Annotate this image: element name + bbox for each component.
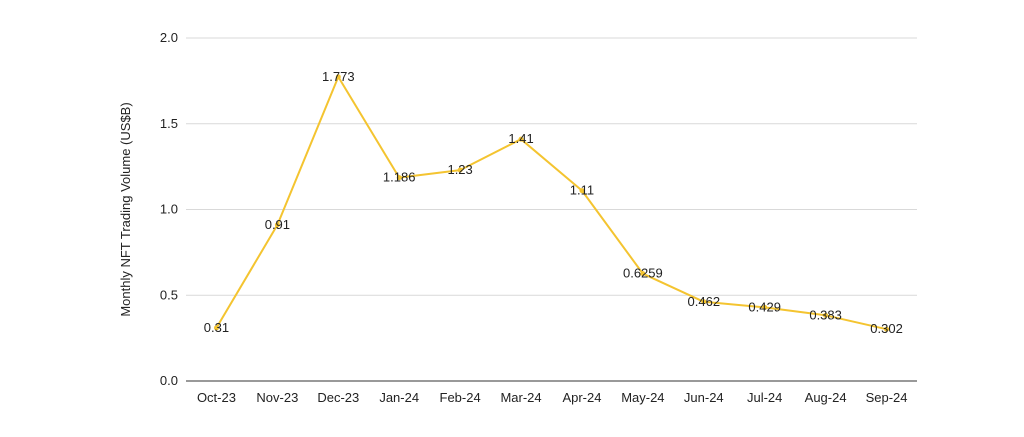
data-label: 1.186 [383, 170, 416, 185]
y-tick-label: 2.0 [160, 30, 178, 45]
data-label: 0.31 [204, 320, 229, 335]
data-point [884, 326, 890, 332]
x-tick-label: May-24 [621, 390, 664, 405]
data-point [274, 222, 280, 228]
gridlines [186, 37, 917, 296]
data-label: 0.383 [809, 307, 842, 322]
x-tick-label: Feb-24 [440, 390, 481, 405]
data-label: 0.6259 [623, 266, 663, 281]
y-tick-label: 1.5 [160, 116, 178, 131]
x-tick-label: Oct-23 [197, 390, 236, 405]
data-point [701, 299, 707, 305]
x-tick-label: Jul-24 [747, 390, 782, 405]
data-label: 1.773 [322, 69, 355, 84]
data-label: 1.11 [570, 183, 594, 198]
data-points [213, 74, 890, 332]
data-point [823, 312, 829, 318]
x-tick-label: Dec-23 [317, 390, 359, 405]
x-tick-label: Jun-24 [684, 390, 724, 405]
x-tick-label: Jan-24 [379, 390, 419, 405]
data-point [579, 188, 585, 194]
data-point [457, 167, 463, 173]
y-axis-ticks: 0.0 0.5 1.0 1.5 2.0 [160, 30, 178, 388]
y-axis-title: Monthly NFT Trading Volume (US$B) [118, 102, 133, 316]
series-line [215, 75, 887, 331]
x-axis-ticks: Oct-23 Nov-23 Dec-23 Jan-24 Feb-24 Mar-24 Apr-… [197, 390, 908, 405]
x-tick-label: Sep-24 [866, 390, 908, 405]
data-label: 1.23 [447, 162, 472, 177]
data-label: 0.462 [688, 294, 721, 309]
data-point [335, 74, 341, 80]
data-point [213, 325, 219, 331]
data-label: 0.91 [265, 217, 290, 232]
x-tick-label: Aug-24 [805, 390, 847, 405]
x-tick-label: Nov-23 [256, 390, 298, 405]
data-point [762, 304, 768, 310]
data-point [640, 271, 646, 277]
data-point [396, 175, 402, 181]
data-point [518, 136, 524, 142]
y-tick-label: 0.5 [160, 287, 178, 302]
data-labels: 0.31 0.91 1.773 1.186 1.23 1.41 1.11 0.6259 0.46… [204, 69, 903, 336]
data-label: 1.41 [508, 131, 533, 146]
x-tick-label: Mar-24 [500, 390, 541, 405]
data-label: 0.429 [748, 299, 781, 314]
y-tick-label: 0.0 [160, 373, 178, 388]
data-label: 0.302 [870, 321, 903, 336]
y-tick-label: 1.0 [160, 202, 178, 217]
x-tick-label: Apr-24 [562, 390, 601, 405]
